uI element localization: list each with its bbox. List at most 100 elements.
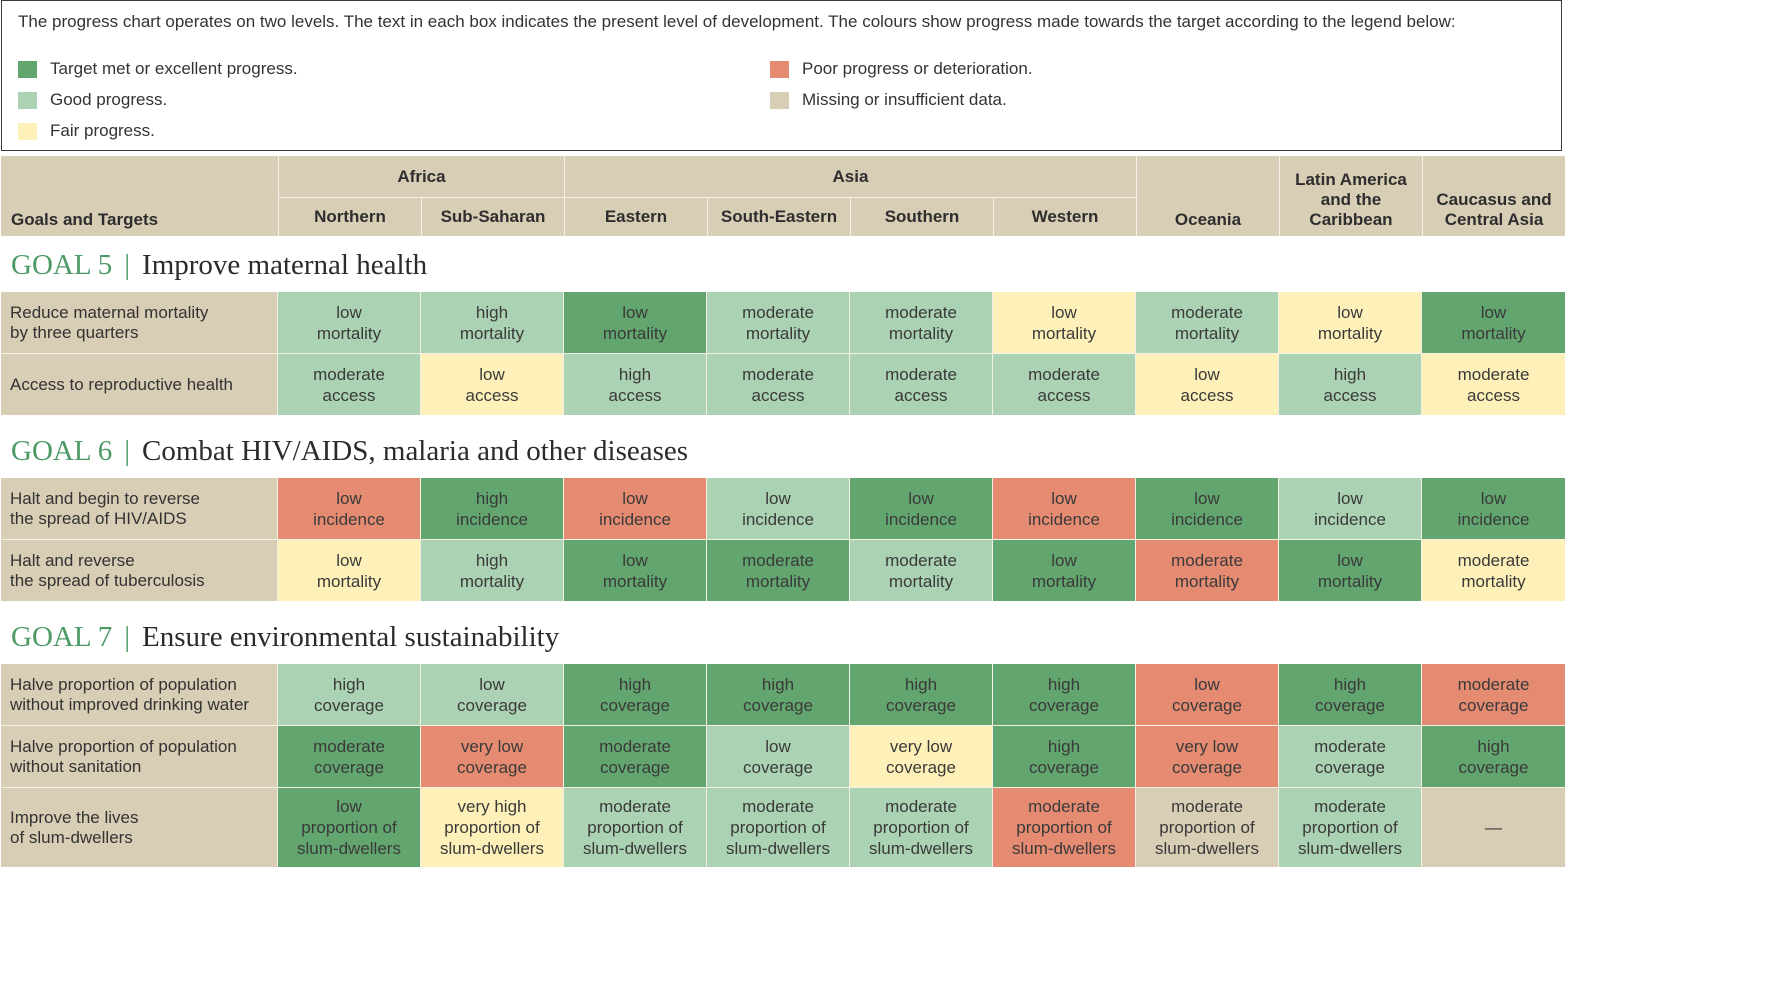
header-africa: Africa [397,166,446,186]
header-divider [564,156,565,236]
goal-name: Improve maternal health [142,249,428,281]
goal-title: GOAL 5 | Improve maternal health [11,249,427,282]
header-divider [278,156,279,236]
legend-swatch-fair [18,122,37,140]
header-divider [707,197,708,236]
table-row: Halve proportion of population without i… [1,664,1565,725]
header-region: Northern [314,207,386,226]
progress-cell: low mortality [278,292,421,353]
progress-cell: low incidence [1422,478,1565,539]
progress-cell: moderate coverage [1279,726,1422,787]
goal-name: Combat HIV/AIDS, malaria and other disea… [142,435,689,467]
header-asia: Asia [832,166,869,186]
progress-cell: very high proportion of slum-dwellers [421,788,564,867]
header-divider [1279,156,1280,236]
table-row: Improve the lives of slum-dwellers low pr… [1,788,1565,867]
header-region: Caucasus and Central Asia [1436,190,1552,229]
target-label: Access to reproductive health [1,354,278,415]
table-row: Halt and reverse the spread of tuberculo… [1,540,1565,601]
progress-cell: high coverage [993,664,1136,725]
header-region: Oceania [1174,210,1242,229]
legend-label: Poor progress or deterioration. [802,59,1033,78]
row-divider [1,353,1565,354]
target-label: Improve the lives of slum-dwellers [1,788,278,867]
header-divider [850,197,851,236]
legend-swatch-excellent [18,60,37,78]
header-goals-and-targets: Goals and Targets [11,210,159,229]
legend-swatch-missing [770,91,789,109]
header-region: Western [1031,207,1099,226]
goal-separator: | [124,249,131,281]
progress-cell: moderate proportion of slum-dwellers [850,788,993,867]
progress-cell: low coverage [421,664,564,725]
progress-cell: low access [421,354,564,415]
progress-cell: low incidence [278,478,421,539]
progress-cell: high access [564,354,707,415]
progress-cell: moderate coverage [1422,664,1565,725]
progress-cell: moderate mortality [850,540,993,601]
legend-box: The progress chart operates on two level… [1,0,1562,151]
progress-cell: moderate coverage [278,726,421,787]
row-divider [1,539,1565,540]
progress-cell: high coverage [1279,664,1422,725]
header-region: Latin America and the Caribbean [1295,170,1407,229]
table-header: Goals and Targets Africa Asia Northern S… [1,156,1565,236]
progress-cell: high access [1279,354,1422,415]
progress-cell: low incidence [850,478,993,539]
progress-cell: low mortality [1279,540,1422,601]
progress-cell: low access [1136,354,1279,415]
progress-cell: moderate mortality [850,292,993,353]
progress-cell: moderate proportion of slum-dwellers [707,788,850,867]
progress-cell: moderate access [707,354,850,415]
progress-cell: high coverage [1422,726,1565,787]
progress-cell: low mortality [564,540,707,601]
progress-cell: moderate mortality [1136,292,1279,353]
progress-cell: high coverage [564,664,707,725]
goal-number: GOAL 7 [11,621,113,653]
header-region: Sub-Saharan [440,207,546,226]
progress-cell: very low coverage [850,726,993,787]
header-region: South-Eastern [720,207,838,226]
progress-cell: low coverage [1136,664,1279,725]
progress-cell: very low coverage [1136,726,1279,787]
goal-separator: | [124,621,131,653]
legend-label: Missing or insufficient data. [802,90,1007,109]
header-region: Southern [884,207,960,226]
legend-swatch-good [18,91,37,109]
header-divider [1136,156,1137,236]
progress-cell: moderate proportion of slum-dwellers [993,788,1136,867]
progress-cell: moderate access [993,354,1136,415]
progress-cell: high incidence [421,478,564,539]
goal-name: Ensure environmental sustainability [142,621,560,653]
header-divider [279,197,1136,198]
progress-cell: high mortality [421,540,564,601]
progress-cell: low incidence [993,478,1136,539]
table-row: Reduce maternal mortality by three quart… [1,292,1565,353]
legend-item-poor: Poor progress or deterioration. [770,59,1033,79]
progress-cell: moderate mortality [707,292,850,353]
progress-cell: low proportion of slum-dwellers [278,788,421,867]
progress-cell: moderate mortality [1136,540,1279,601]
header-region: Eastern [604,207,668,226]
target-label: Halve proportion of population without s… [1,726,278,787]
progress-cell: low incidence [707,478,850,539]
progress-cell: low incidence [1279,478,1422,539]
progress-cell: high coverage [278,664,421,725]
progress-cell: moderate proportion of slum-dwellers [1279,788,1422,867]
progress-cell: moderate mortality [707,540,850,601]
header-divider [1422,156,1423,236]
legend-item-good: Good progress. [18,90,167,110]
progress-cell: low coverage [707,726,850,787]
legend-item-fair: Fair progress. [18,121,155,141]
progress-cell: low mortality [278,540,421,601]
row-divider [1,787,1565,788]
target-label: Reduce maternal mortality by three quart… [1,292,278,353]
progress-cell: high mortality [421,292,564,353]
target-label: Halve proportion of population without i… [1,664,278,725]
progress-cell: low mortality [564,292,707,353]
header-divider [421,197,422,236]
legend-item-excellent: Target met or excellent progress. [18,59,298,79]
progress-cell: moderate access [1422,354,1565,415]
progress-cell: low mortality [1422,292,1565,353]
progress-cell: low incidence [1136,478,1279,539]
